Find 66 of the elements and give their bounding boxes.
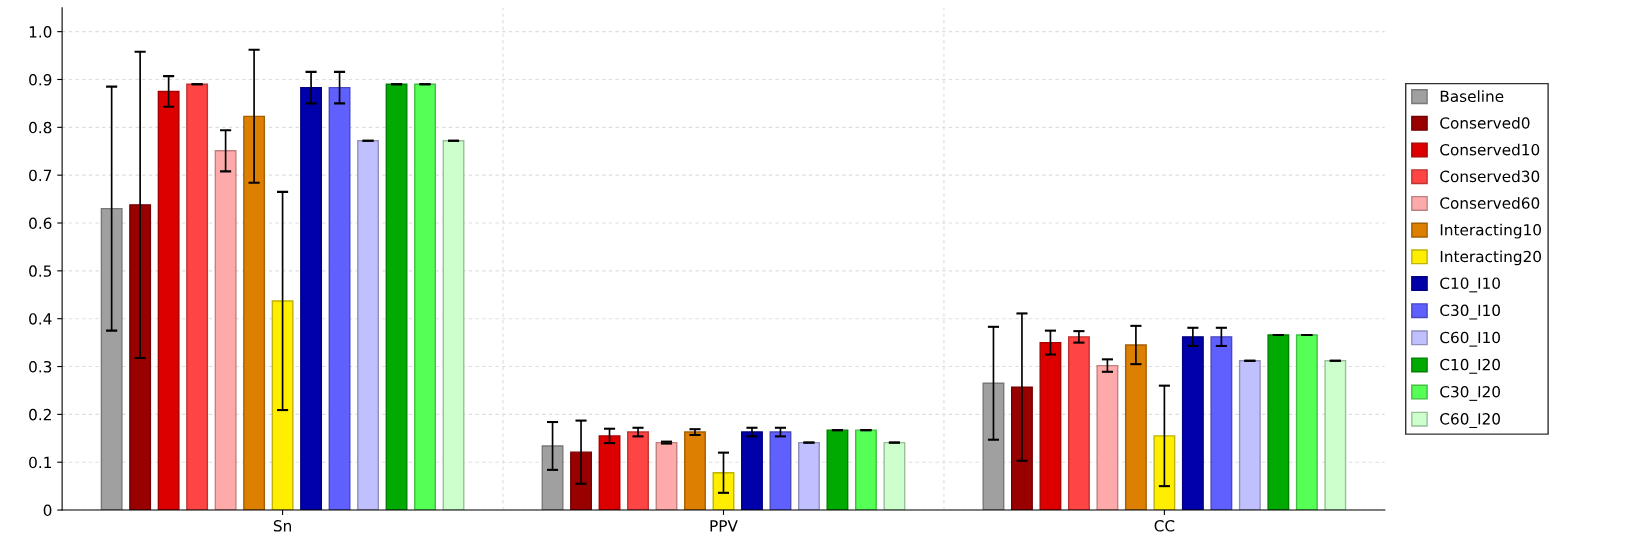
bar: [826, 429, 849, 511]
bar: [328, 86, 351, 511]
legend-label: Baseline: [1440, 90, 1504, 103]
legend-label: Conserved30: [1440, 170, 1540, 183]
y-tick-label: 0.7: [29, 169, 52, 182]
y-tick-label: 0.6: [29, 217, 52, 230]
y-tick-label: 0.1: [29, 456, 51, 469]
legend-label: C10_I10: [1440, 277, 1500, 293]
legend-label: Conserved10: [1440, 143, 1540, 156]
bar: [883, 441, 906, 511]
x-tick-label: Sn: [273, 520, 291, 532]
legend-label: Interacting10: [1440, 223, 1541, 239]
y-tick-label: 0.2: [29, 408, 51, 421]
legend-label: C10_I20: [1440, 358, 1500, 374]
bar: [684, 431, 706, 511]
bar: [1267, 334, 1290, 511]
bar: [570, 451, 592, 511]
bar: [655, 441, 678, 511]
bar: [1181, 336, 1204, 511]
y-tick-label: 0.8: [29, 121, 52, 134]
legend-label: Conserved60: [1440, 197, 1540, 209]
bar: [129, 204, 152, 511]
bar: [186, 83, 209, 511]
bar: [1210, 336, 1233, 511]
bar: [1324, 360, 1347, 511]
bar: [769, 431, 792, 511]
legend-label: C60_I10: [1440, 331, 1500, 347]
bar: [243, 115, 266, 511]
bar: [627, 431, 649, 511]
bar: [1238, 360, 1261, 511]
bar: [1010, 386, 1033, 511]
bar: [157, 90, 180, 511]
legend-label: C60_I20: [1440, 413, 1500, 429]
y-tick-label: 0: [43, 504, 52, 517]
y-tick-label: 0.4: [29, 313, 52, 325]
bar: [982, 382, 1005, 511]
legend-label: C30_I10: [1440, 304, 1500, 320]
bar: [741, 431, 763, 511]
bar: [414, 83, 436, 511]
legend-label: C30_I20: [1440, 385, 1500, 401]
bar: [541, 445, 564, 511]
y-tick-label: 0.5: [29, 265, 52, 277]
y-tick-label: 1.0: [29, 26, 52, 38]
bar: [1295, 334, 1318, 511]
legend-label: Conserved0: [1440, 116, 1530, 129]
y-tick-label: 0.3: [29, 360, 52, 373]
bar: [442, 140, 465, 511]
x-tick-label: PPV: [710, 520, 738, 532]
bar: [598, 435, 621, 511]
bar: [712, 472, 735, 511]
bar: [271, 300, 294, 511]
bar: [357, 140, 380, 511]
y-tick-label: 0.9: [29, 73, 52, 86]
bar: [1153, 435, 1176, 511]
bar: [1067, 336, 1090, 511]
bar: [1039, 341, 1062, 511]
bar: [300, 86, 323, 511]
bar: [1096, 364, 1119, 511]
bar: [100, 207, 123, 511]
bar: [214, 150, 237, 511]
bar: [385, 83, 408, 511]
x-tick-label: CC: [1154, 520, 1175, 532]
legend-label: Interacting20: [1440, 250, 1541, 266]
bar: [1124, 344, 1147, 511]
bar: [798, 441, 820, 511]
bar: [854, 429, 877, 511]
